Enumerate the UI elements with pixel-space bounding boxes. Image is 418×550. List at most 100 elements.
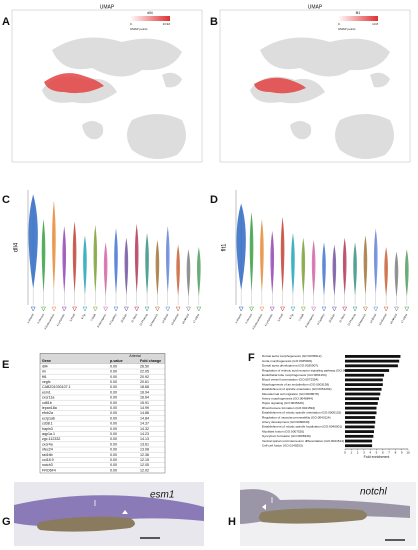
violin: [186, 249, 191, 297]
table-cell: CABZ01030107.1: [42, 385, 71, 389]
table-cell: 14.37: [140, 422, 149, 426]
x-tick-label: 16-Neural: [181, 312, 190, 324]
x-tick-label: 5-Prolif: [276, 313, 284, 322]
x-tick-label: 17-Other: [192, 313, 201, 324]
table-cell: 0.00: [110, 442, 117, 446]
table-cell: 16.64: [140, 396, 149, 400]
table-frame: [39, 353, 166, 474]
x-tick-label: 10-Brain: [119, 312, 128, 323]
violin-tail: [394, 306, 399, 312]
x-tick-label: 9-Capillary: [316, 312, 326, 325]
violin: [249, 213, 254, 292]
bar: [345, 416, 376, 419]
legend-gradient: [130, 16, 170, 21]
x-tick-label: 17-Other: [400, 313, 409, 324]
bar: [345, 444, 373, 448]
table-cell: 0.00: [110, 416, 117, 420]
violin: [311, 240, 316, 296]
y-tick-label: Establishment of spindle orientation (GO…: [262, 387, 331, 391]
violin: [155, 240, 160, 296]
violin-tail: [144, 306, 150, 312]
violin: [28, 194, 38, 289]
violin-tail: [123, 306, 129, 312]
panel-letter: D: [210, 194, 218, 206]
table-cell: rln: [42, 370, 46, 374]
violin: [301, 238, 306, 295]
legend-max: 13.8: [372, 22, 378, 26]
violin-tail: [238, 306, 244, 312]
bar: [345, 392, 381, 396]
violin: [353, 242, 357, 296]
x-tick-label: 6-Tip: [80, 312, 87, 320]
x-tick-label: 1-Arterial: [234, 312, 243, 323]
table-header-bg: [40, 353, 165, 364]
violin: [260, 219, 264, 293]
table-cell: 13.61: [140, 442, 149, 446]
bar: [345, 402, 378, 405]
violin-tail: [51, 306, 57, 312]
legend-min: 0: [130, 22, 132, 26]
bar: [345, 373, 385, 377]
x-tick-label: 13-Mesench: [148, 312, 159, 327]
violin-tail: [331, 306, 337, 312]
x-tick-label: 2-Venous: [36, 312, 45, 324]
violin-tail: [311, 306, 317, 312]
legend-min: 0: [338, 22, 340, 26]
x-tick-label: 2: [357, 450, 359, 454]
x-tick-label: 7-Stalk: [89, 312, 97, 322]
y-tick-label: Mesodermal cell migration (GO:0008078): [262, 392, 319, 396]
legend-note: UMAP points: [130, 27, 148, 31]
bar: [345, 378, 383, 382]
legend-gradient: [338, 16, 378, 21]
legend-gene: flt1: [356, 11, 361, 15]
panel-letter: G: [2, 516, 11, 528]
violin: [270, 231, 275, 294]
gene-label: notchl: [360, 487, 387, 498]
table-cell: 0.00: [110, 463, 117, 467]
bar: [345, 430, 374, 434]
violin: [236, 203, 246, 290]
legend-gene: dll4: [147, 11, 153, 15]
table-cell: 14.84: [140, 416, 149, 420]
yolk: [37, 516, 135, 532]
table-cell: 0.00: [110, 380, 117, 384]
table-cell: 15.91: [140, 401, 149, 405]
x-tick-label: 16-Neural: [389, 312, 398, 324]
violin-tail: [134, 306, 140, 312]
table-cell: 0.00: [110, 370, 117, 374]
table-cell: flt1: [42, 375, 47, 379]
table-cell: col18.9: [42, 458, 54, 462]
bar: [345, 420, 376, 424]
table-cell: 12.36: [140, 453, 149, 457]
table-cell: 16.94: [140, 390, 149, 394]
violin: [384, 247, 388, 297]
y-tick-label: Cell-cell fusion (GO:0140253): [262, 444, 303, 448]
violin-tail: [103, 306, 109, 312]
y-axis-label: dll4: [14, 242, 20, 252]
x-tick-label: 7: [388, 450, 390, 454]
table-cell: 14.99: [140, 406, 149, 410]
y-tick-label: Regulation of retinoic acid receptor sig…: [262, 368, 356, 372]
table-cell: 14.23: [140, 432, 149, 436]
violin: [145, 233, 149, 295]
y-tick-label: Syncytium formation (GO:0006949): [262, 434, 311, 438]
yolk: [259, 508, 367, 524]
umap-a: UMAP dll4 0 13.92 UMAP points: [11, 4, 203, 163]
x-tick-label: 6-Tip: [288, 312, 295, 320]
umap-frame: [219, 9, 411, 163]
violin-tail: [113, 306, 119, 312]
violin: [134, 224, 139, 293]
table-cell: aqp1a.1: [42, 432, 55, 436]
y-tick-label: Blood vessel lumenization (GO:0072554): [262, 378, 318, 382]
x-tick-label: 9-Capillary: [108, 312, 118, 325]
table-cell: 0.00: [110, 427, 117, 431]
x-tick-label: 8-Hemogenic: [304, 312, 316, 328]
violin: [197, 247, 201, 297]
violin: [62, 226, 67, 294]
violin-tail: [175, 306, 181, 312]
x-tick-label: 8-Hemogenic: [96, 312, 108, 328]
violin-tail: [155, 306, 160, 312]
table-cell: vegfc: [42, 380, 51, 384]
violin-tail: [196, 306, 202, 312]
violin: [291, 233, 295, 295]
